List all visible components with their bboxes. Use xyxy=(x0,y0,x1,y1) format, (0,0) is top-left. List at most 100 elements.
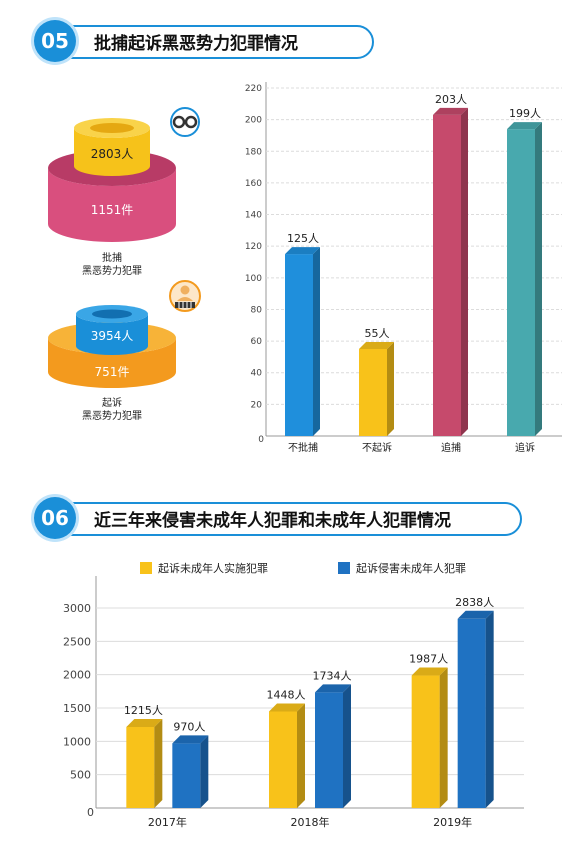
prosecute-caption-line2: 黑恶势力犯罪 xyxy=(82,409,142,422)
section-05-header: 05 批捕起诉黑恶势力犯罪情况 xyxy=(34,20,374,62)
bar-side xyxy=(485,610,494,808)
arrest-caption-line1: 批捕 xyxy=(102,251,122,264)
y-tick-label: 2000 xyxy=(63,669,91,682)
data-label: 2838人 xyxy=(455,596,494,609)
y-tick-label: 220 xyxy=(245,84,262,94)
data-label: 203人 xyxy=(435,93,467,106)
bar-2 xyxy=(359,342,394,436)
handcuffs-icon xyxy=(170,107,200,137)
y-tick-label: 1000 xyxy=(63,735,91,748)
bar-side xyxy=(535,122,542,437)
section-06-title-pill xyxy=(44,502,522,536)
bar-top xyxy=(269,703,305,712)
y-tick-label: 80 xyxy=(251,305,263,315)
arrest-ring-side xyxy=(48,168,176,242)
y-tick-label: 120 xyxy=(245,242,262,252)
judge-icon xyxy=(169,280,201,312)
y-tick-label: 140 xyxy=(245,211,262,221)
bar-front xyxy=(433,114,461,437)
bar-side xyxy=(154,719,163,808)
y-tick-label: 60 xyxy=(251,337,263,347)
y-tick-label: 2500 xyxy=(63,635,91,648)
stats-infographic: 2803人 1151件 批捕 黑恶势力犯罪 3954人 751件 起诉 黑恶势力… xyxy=(48,107,201,422)
legend-item-crimes-against-minors: 起诉侵害未成年人犯罪 xyxy=(338,560,466,576)
bar-front xyxy=(359,349,387,436)
arrest-caption-line2: 黑恶势力犯罪 xyxy=(82,264,142,277)
bar-series1-3 xyxy=(411,667,448,808)
y-tick-label: 500 xyxy=(70,769,91,782)
bar-3 xyxy=(433,107,468,437)
bar-top xyxy=(315,684,351,693)
prosecute-bottom-value: 751件 xyxy=(95,365,130,379)
bar-side xyxy=(461,107,468,437)
bar-side xyxy=(387,342,394,436)
prosecute-stat-group: 3954人 751件 起诉 黑恶势力犯罪 xyxy=(48,280,201,422)
data-label: 199人 xyxy=(509,107,541,120)
y-tick-label: 0 xyxy=(87,806,94,819)
data-label: 125人 xyxy=(287,232,319,245)
y-tick-label: 40 xyxy=(251,369,263,379)
section-06-header: 06 近三年来侵害未成年人犯罪和未成年人犯罪情况 xyxy=(34,497,524,539)
data-label: 1734人 xyxy=(313,669,352,682)
bar-side xyxy=(343,684,351,808)
bar-top xyxy=(433,107,468,115)
bar-series2-3 xyxy=(457,610,494,808)
bar-side xyxy=(297,703,305,808)
x-tick-label: 不起诉 xyxy=(362,441,392,454)
data-label: 970人 xyxy=(173,720,205,733)
bar-front xyxy=(457,618,486,808)
section-06-number-badge: 06 xyxy=(34,497,76,539)
y-tick-label: 100 xyxy=(245,274,262,284)
bar-top xyxy=(457,610,494,619)
arrest-stat-group: 2803人 1151件 批捕 黑恶势力犯罪 xyxy=(48,107,200,277)
bar-front xyxy=(126,727,155,808)
x-tick-label: 2019年 xyxy=(433,815,472,829)
x-tick-label: 2017年 xyxy=(148,815,187,829)
bar-front xyxy=(507,129,535,437)
x-tick-label: 不批捕 xyxy=(288,441,318,454)
y-tick-label: 0 xyxy=(258,435,264,445)
data-label: 1215人 xyxy=(124,704,163,717)
arrest-bottom-value: 1151件 xyxy=(91,203,134,217)
bar-front xyxy=(269,711,297,808)
arrest-top-value: 2803人 xyxy=(91,147,134,161)
bar-series2-1 xyxy=(172,735,209,808)
y-tick-label: 3000 xyxy=(63,602,91,615)
y-tick-label: 180 xyxy=(245,147,262,157)
arrest-cylinder-side xyxy=(74,128,150,176)
x-tick-label: 2018年 xyxy=(291,815,330,829)
bar-top xyxy=(359,342,394,349)
bar-1 xyxy=(285,247,320,436)
section-05-number-badge: 05 xyxy=(34,20,76,62)
y-tick-label: 20 xyxy=(251,400,263,410)
x-tick-label: 追捕 xyxy=(441,441,461,454)
prosecute-cylinder-side xyxy=(76,314,148,355)
prosecute-top-value: 3954人 xyxy=(91,329,134,343)
legend-swatch-yellow xyxy=(140,562,152,574)
legend-swatch-blue xyxy=(338,562,350,574)
section-05-title-pill xyxy=(44,25,374,59)
data-label: 55人 xyxy=(365,327,390,340)
y-tick-label: 200 xyxy=(245,116,262,126)
bar-front xyxy=(285,254,313,436)
bar-top xyxy=(507,122,542,130)
bar-top xyxy=(172,735,209,744)
arrest-cylinder-hole xyxy=(90,123,134,133)
bar-top xyxy=(411,667,448,676)
data-label: 1448人 xyxy=(267,688,306,701)
bar-top xyxy=(126,719,163,727)
bar-front xyxy=(411,675,440,808)
data-label: 1987人 xyxy=(409,653,448,666)
bar-series1-1 xyxy=(126,719,163,808)
prosecute-caption-line1: 起诉 xyxy=(102,396,122,409)
bar-front xyxy=(315,692,343,808)
legend-label: 起诉未成年人实施犯罪 xyxy=(158,562,268,575)
bar-side xyxy=(313,247,320,436)
prosecute-ring-side xyxy=(48,338,176,388)
y-tick-label: 160 xyxy=(245,179,262,189)
bar-4 xyxy=(507,122,542,437)
section-05-title: 批捕起诉黑恶势力犯罪情况 xyxy=(94,34,298,54)
bar-series1-2 xyxy=(269,703,305,808)
